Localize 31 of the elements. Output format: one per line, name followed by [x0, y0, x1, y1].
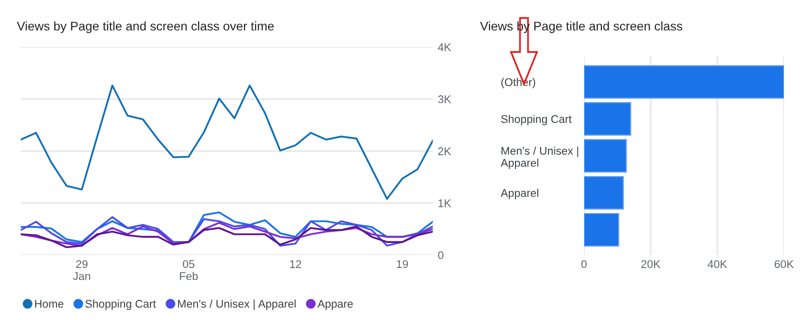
y-tick-label: 1K [438, 199, 452, 208]
x-tick-label: 19 [396, 260, 408, 268]
bar [584, 176, 624, 210]
y-tick-label: Men's / Unisex | Apparel [500, 146, 578, 169]
bar [584, 139, 627, 173]
y-tick-label: 0 [438, 251, 444, 260]
bar [584, 102, 632, 136]
line-series [20, 226, 433, 248]
y-tick-label: Shopping Cart [501, 114, 572, 126]
x-tick-label: 60K [774, 260, 794, 268]
x-tick-label: 12 [290, 260, 302, 268]
line-series [20, 222, 433, 247]
legend-label: Men's / Unisex | Apparel [178, 300, 296, 310]
x-tick-label: 05 Feb [180, 260, 198, 280]
bar [584, 65, 784, 99]
y-tick-label: 2K [438, 147, 452, 156]
line-series [20, 216, 433, 247]
line-series [20, 211, 433, 245]
line-series [20, 84, 433, 200]
y-tick-label: Apparel [500, 188, 538, 200]
chart-title: Views by Page title and screen class over time [16, 21, 274, 34]
y-tick-label: 3K [438, 95, 452, 104]
x-tick-label: 20K [641, 260, 660, 268]
y-tick-label: 4K [438, 43, 452, 52]
x-tick-label: 29 Jan [73, 260, 90, 280]
legend-label: Appare [318, 300, 353, 310]
x-tick-label: 40K [708, 260, 728, 268]
bar [584, 212, 620, 247]
legend-label: Shopping Cart [85, 300, 156, 310]
x-tick-label: 0 [581, 260, 587, 268]
legend-label: Home [35, 300, 64, 308]
